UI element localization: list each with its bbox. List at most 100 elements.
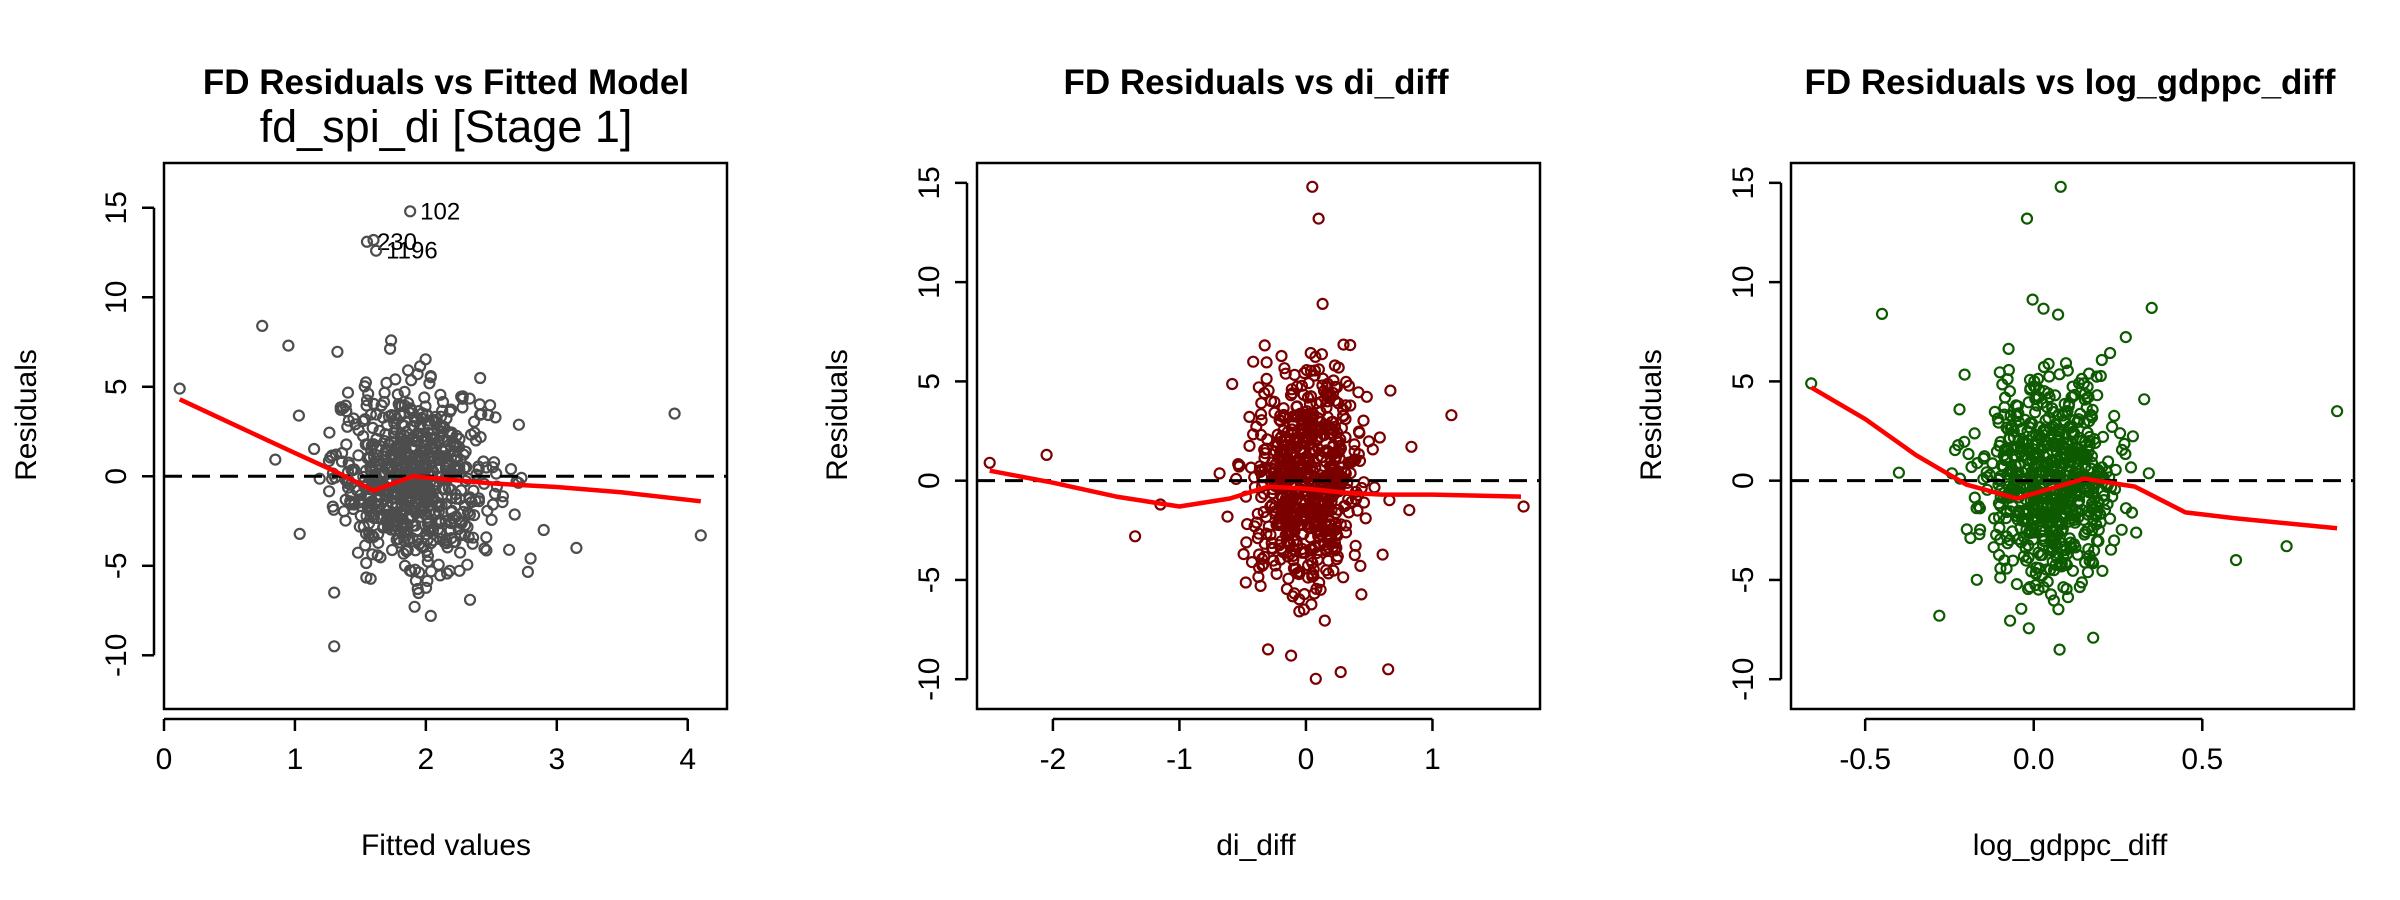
data-point (2058, 397, 2071, 411)
data-point (370, 472, 383, 485)
data-point (1282, 526, 1295, 540)
x-tick-label: 0.0 (2013, 743, 2055, 776)
data-point (439, 462, 452, 475)
data-point (352, 424, 365, 437)
data-point (2063, 397, 2076, 410)
data-point (352, 496, 366, 509)
data-point (1243, 410, 1256, 423)
data-point (1258, 550, 1271, 563)
data-point (1258, 451, 1271, 465)
data-point (1333, 452, 1346, 465)
data-point (360, 394, 374, 407)
panel-1-points (173, 233, 707, 653)
data-point (1355, 588, 1368, 601)
data-point (458, 499, 472, 512)
data-point (1314, 405, 1327, 419)
data-point (2098, 489, 2111, 502)
data-point (396, 521, 409, 535)
data-point (1298, 446, 1311, 459)
data-point (443, 405, 457, 418)
data-point (456, 392, 469, 405)
data-point (383, 438, 396, 451)
data-point (1302, 377, 1315, 390)
data-point (1040, 448, 1053, 461)
data-point (389, 373, 402, 386)
data-point (2130, 526, 2143, 539)
data-point (1326, 540, 1340, 554)
data-point (2021, 443, 2034, 456)
data-point (2046, 455, 2060, 468)
data-point (2087, 631, 2100, 644)
panel-3-xlabel: log_gdppc_diff (1973, 829, 2168, 862)
data-point (2022, 622, 2035, 635)
data-point (1284, 389, 1298, 402)
data-point (1282, 498, 1296, 511)
data-point (441, 541, 454, 554)
data-point (2010, 577, 2024, 591)
data-point (2060, 582, 2073, 596)
data-point (1315, 451, 1328, 464)
data-point (496, 490, 509, 503)
data-point (1348, 438, 1361, 451)
smoother-line (989, 468, 1522, 509)
data-point (1128, 530, 1142, 543)
data-point (424, 565, 438, 578)
data-point (1309, 350, 1322, 363)
data-point (448, 453, 461, 466)
data-point (1384, 384, 1397, 397)
data-point (1323, 460, 1337, 473)
y-tick-label: 5 (1727, 373, 1760, 390)
data-point (331, 345, 344, 358)
data-point (375, 399, 388, 412)
data-point (1994, 499, 2007, 512)
data-point (1254, 465, 1267, 478)
data-point (445, 426, 458, 439)
data-point (367, 233, 380, 247)
data-point (1274, 415, 1287, 428)
data-point (361, 438, 375, 451)
data-point (2012, 407, 2025, 420)
data-point (472, 492, 485, 505)
data-point (381, 419, 394, 432)
data-point (379, 488, 392, 501)
data-point (1332, 397, 1345, 410)
data-point (420, 581, 433, 594)
outlier-point (360, 235, 374, 248)
data-point (1330, 521, 1343, 534)
data-point (2096, 564, 2109, 578)
data-point (1323, 390, 1336, 403)
data-point (413, 537, 426, 551)
data-point (1297, 410, 1310, 423)
data-point (1286, 590, 1299, 603)
x-tick-label: 3 (548, 743, 565, 776)
panel-3-axes: -0.5 0.0 0.5 -10 -5 0 5 10 15 (1727, 166, 2223, 776)
data-point (1255, 471, 1269, 484)
y-tick-label: 0 (1727, 472, 1760, 489)
x-tick-label: 0 (156, 743, 173, 776)
data-point (1953, 403, 1966, 416)
data-point (342, 414, 355, 427)
data-point (2012, 466, 2025, 479)
panel-2-points (983, 180, 1530, 685)
y-tick-label: -5 (100, 552, 133, 579)
data-point (2026, 293, 2039, 306)
data-point (1318, 614, 1331, 627)
data-point (2040, 563, 2053, 576)
data-point (432, 558, 445, 571)
panel-3-points (1805, 180, 2344, 656)
data-point (385, 334, 398, 347)
smoother-line (1810, 385, 2338, 531)
data-point (461, 558, 474, 571)
data-point (1980, 466, 1993, 479)
data-point (1290, 534, 1303, 548)
data-point (496, 496, 509, 509)
data-point (1304, 554, 1318, 567)
data-point (2082, 367, 2096, 380)
data-point (327, 503, 340, 516)
data-point (1308, 364, 1322, 377)
data-point (1312, 472, 1326, 485)
data-point (1331, 529, 1344, 542)
y-tick-label: 10 (913, 265, 946, 298)
data-point (1989, 528, 2003, 541)
